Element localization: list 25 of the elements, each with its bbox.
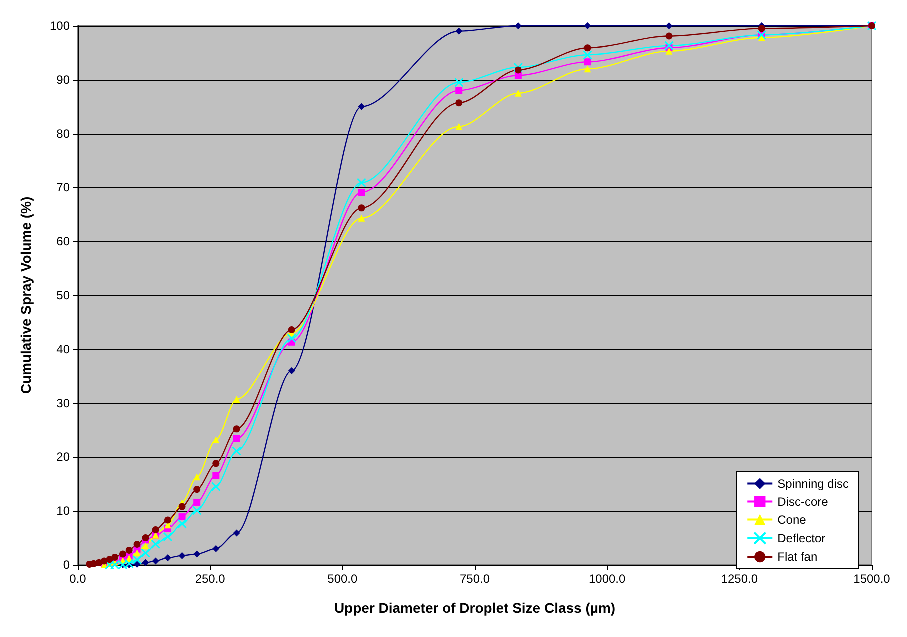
y-tick-label: 50 (56, 288, 70, 302)
x-tick-label: 0.0 (70, 572, 87, 586)
y-tick-label: 10 (56, 504, 70, 518)
x-tick-label: 500.0 (328, 572, 358, 586)
legend-label: Cone (778, 512, 807, 527)
legend-label: Flat fan (778, 550, 818, 564)
legend-label: Spinning disc (778, 476, 850, 491)
y-tick-label: 90 (56, 72, 70, 87)
y-tick-label: 40 (56, 342, 70, 356)
y-tick-label: 100 (50, 19, 70, 33)
y-tick-label: 60 (56, 234, 70, 249)
x-tick-label: 1500.0 (854, 572, 891, 586)
y-tick-label: 80 (56, 126, 70, 141)
y-tick-label: 20 (56, 450, 70, 464)
y-axis-title: Cumulative Spray Volume (%) (18, 196, 34, 394)
y-tick-label: 30 (56, 396, 70, 410)
x-tick-label: 1250.0 (721, 572, 758, 586)
legend-label: Disc-core (778, 494, 829, 509)
x-axis-title: Upper Diameter of Droplet Size Class (µm) (334, 600, 616, 616)
y-tick-label: 70 (56, 180, 70, 195)
y-tick-label: 0 (63, 558, 70, 572)
x-tick-label: 1000.0 (588, 572, 626, 586)
x-tick-label: 250.0 (195, 572, 226, 586)
legend-label: Deflector (778, 531, 826, 546)
x-tick-label: 750.0 (460, 572, 490, 586)
